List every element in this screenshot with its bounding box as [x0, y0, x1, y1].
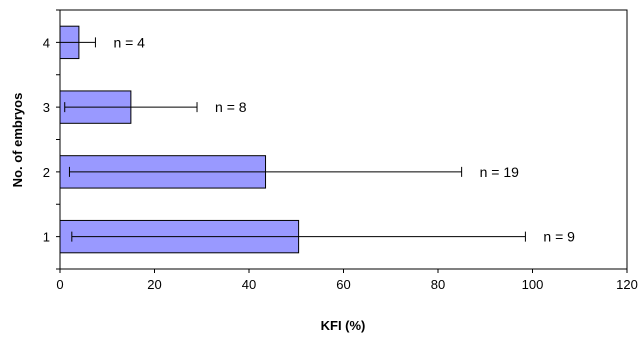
y-tick-label-2: 2 — [43, 165, 50, 180]
y-tick-label-4: 4 — [43, 35, 50, 50]
data-label-1: n = 9 — [543, 229, 575, 245]
x-axis-title: KFI (%) — [321, 318, 366, 333]
y-tick-label-1: 1 — [43, 230, 50, 245]
x-tick-label-0: 0 — [56, 277, 63, 292]
y-tick-label-3: 3 — [43, 100, 50, 115]
y-axis-title: No. of embryos — [10, 93, 25, 188]
data-label-4: n = 4 — [113, 34, 145, 50]
x-tick-label-20: 20 — [147, 277, 161, 292]
x-tick-label-60: 60 — [336, 277, 350, 292]
x-tick-label-80: 80 — [431, 277, 445, 292]
x-tick-label-120: 120 — [616, 277, 638, 292]
x-tick-label-40: 40 — [242, 277, 256, 292]
x-tick-label-100: 100 — [522, 277, 544, 292]
data-label-2: n = 19 — [480, 164, 520, 180]
data-label-3: n = 8 — [215, 99, 247, 115]
